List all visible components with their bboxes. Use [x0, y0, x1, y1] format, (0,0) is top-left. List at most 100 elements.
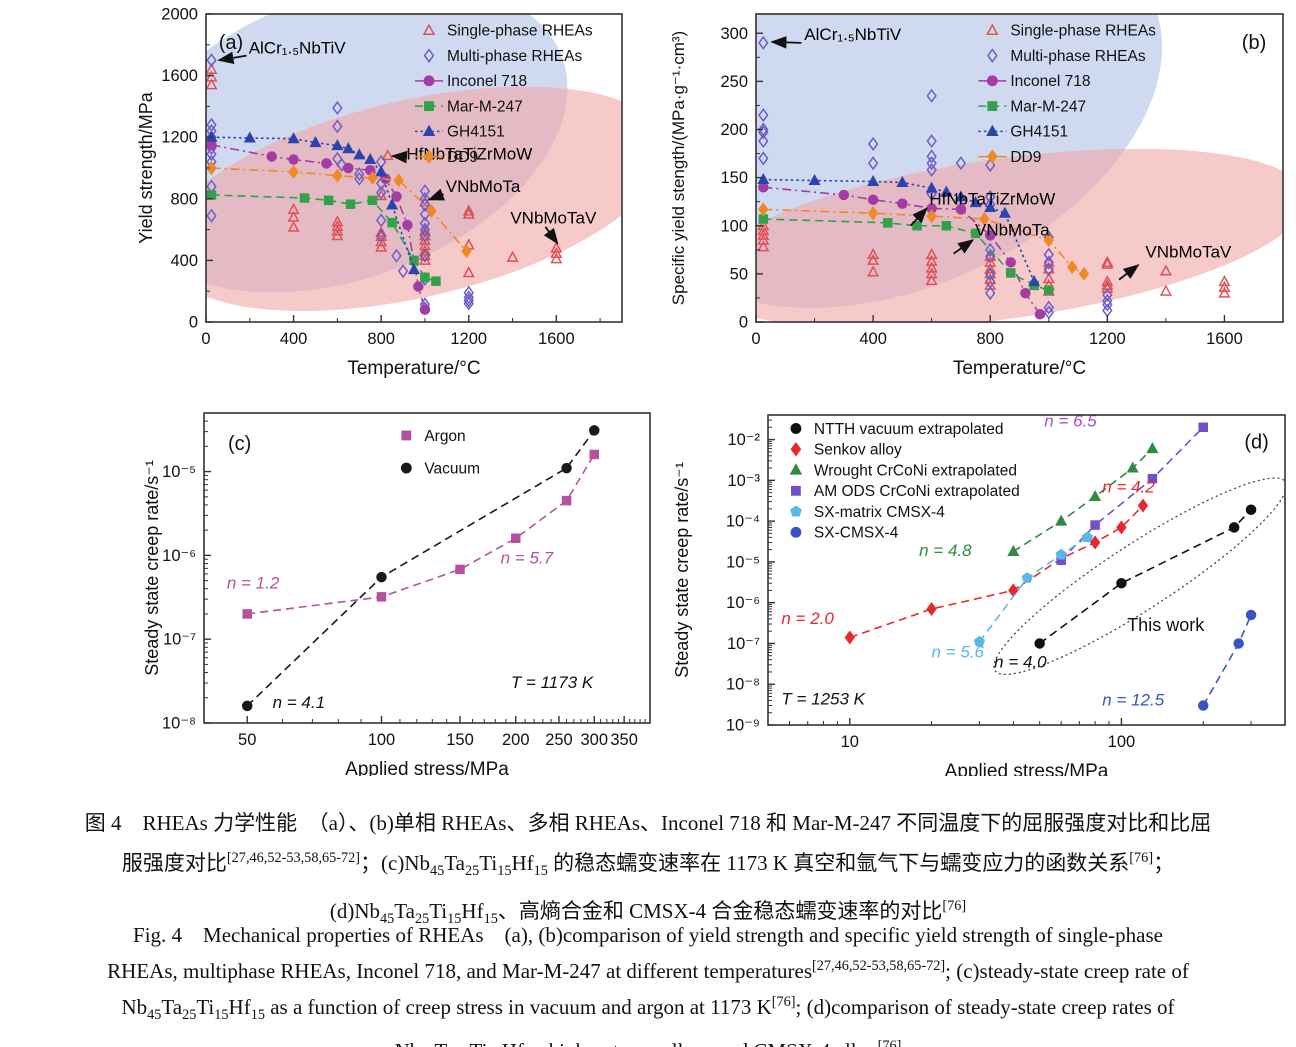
series-senkov-alloy	[844, 498, 1149, 645]
svg-text:10⁻⁶: 10⁻⁶	[726, 594, 760, 612]
annotation-text: VNbMoTa	[975, 220, 1050, 239]
annotation-arrow	[909, 207, 928, 227]
caption-zh-line1: 图 4 RHEAs 力学性能 （a）、(b)单相 RHEAs、多相 RHEAs、…	[84, 811, 1212, 835]
svg-text:0: 0	[201, 330, 210, 348]
svg-text:300: 300	[720, 25, 748, 43]
svg-text:200: 200	[502, 731, 530, 749]
svg-text:0: 0	[739, 314, 748, 332]
annotation-text: n = 5.7	[501, 549, 554, 568]
x-axis-label: Temperature/°C	[347, 358, 480, 379]
series-ntth-vacuum-extrapolated	[1034, 504, 1257, 649]
x-axis-label: Temperature/°C	[953, 358, 1086, 379]
shaded-region-2	[756, 148, 1283, 322]
legend-label: Argon	[424, 428, 465, 445]
series-sx-cmsx-4	[1197, 609, 1257, 711]
svg-text:1600: 1600	[538, 330, 575, 348]
svg-text:150: 150	[446, 731, 474, 749]
legend: Single-phase RHEAs Multi-phase RHEAs Incon…	[978, 23, 1156, 166]
series-wrought-crconi-extrapolated	[1007, 442, 1159, 556]
svg-text:10⁻³: 10⁻³	[727, 472, 760, 490]
annotation-text: n = 5.6	[932, 643, 985, 662]
svg-text:1200: 1200	[450, 330, 487, 348]
svg-text:350: 350	[610, 731, 638, 749]
panel-label-a: (a)	[219, 32, 243, 54]
legend-label: Multi-phase RHEAs	[447, 48, 582, 65]
plot-area	[756, 14, 1283, 322]
series-am-ods-crconi-extrapolated	[1056, 422, 1208, 565]
panel-label-d: (d)	[1244, 432, 1268, 454]
annotation-text: n = 2.0	[781, 609, 834, 628]
svg-text:0: 0	[751, 330, 760, 348]
x-axis: 0 400 800 1200 1600	[201, 315, 601, 348]
legend-label: DD9	[447, 149, 478, 166]
caption-english: Fig. 4 Mechanical properties of RHEAs (a…	[0, 920, 1296, 1047]
annotation-arrow	[543, 226, 559, 245]
annotation-text: AlCr₁.₅NbTiV	[249, 38, 347, 57]
svg-text:10⁻⁶: 10⁻⁶	[162, 547, 196, 565]
legend-label: GH4151	[447, 124, 505, 141]
y-axis-label: Specific yield stength/(MPa·g⁻¹·cm³)	[669, 31, 688, 305]
legend-label: Wrought CrCoNi extrapolated	[814, 462, 1017, 479]
legend-label: Single-phase RHEAs	[1010, 23, 1156, 40]
annotation-arrow	[427, 188, 446, 201]
svg-text:10⁻⁷: 10⁻⁷	[163, 631, 196, 649]
svg-text:250: 250	[545, 731, 573, 749]
annotation-text: VNbMoTaV	[1145, 243, 1232, 262]
svg-text:300: 300	[581, 731, 609, 749]
legend-label: Mar-M-247	[447, 98, 523, 115]
svg-text:100: 100	[1108, 733, 1136, 751]
annotation-text: AlCr₁.₅NbTiV	[804, 25, 902, 44]
svg-text:10⁻⁸: 10⁻⁸	[726, 676, 760, 694]
svg-text:10⁻⁹: 10⁻⁹	[726, 717, 760, 735]
x-axis: 0 400 800 1200 1600	[751, 315, 1284, 348]
legend-label: Inconel 718	[447, 73, 527, 90]
legend-label: Multi-phase RHEAs	[1010, 48, 1145, 65]
svg-text:1200: 1200	[161, 129, 198, 147]
legend-label: Single-phase RHEAs	[447, 23, 593, 40]
annotation-arrow	[953, 239, 975, 255]
svg-text:2000: 2000	[161, 6, 198, 24]
x-axis-label: Applied stress/MPa	[945, 761, 1109, 776]
svg-text:400: 400	[280, 330, 308, 348]
svg-text:200: 200	[720, 121, 748, 139]
y-axis: 0 50 100 150 200 250 300	[720, 25, 763, 332]
svg-text:150: 150	[720, 169, 748, 187]
svg-text:800: 800	[367, 330, 395, 348]
y-axis-label: Steady state creep rate/s⁻¹	[672, 462, 692, 678]
caption-en-line4: Nb45Ta25Ti15Hf15, high-entropy alloys an…	[395, 1038, 902, 1047]
legend-label: Vacuum	[424, 460, 480, 477]
annotation-text: n = 1.2	[227, 574, 280, 593]
legend: Single-phase RHEAs Multi-phase RHEAs Incon…	[415, 23, 593, 166]
y-axis-label: Steady state creep rate/s⁻¹	[142, 460, 162, 676]
svg-text:250: 250	[720, 73, 748, 91]
legend-label: SX-CMSX-4	[814, 525, 899, 542]
svg-text:400: 400	[170, 252, 198, 270]
legend-label: Senkov alloy	[814, 442, 902, 459]
svg-text:100: 100	[720, 217, 748, 235]
annotation-text: n = 4.8	[919, 541, 972, 560]
caption-zh-line2: 服强度对比[27,46,52-53,58,65-72]；(c)Nb45Ta25T…	[121, 850, 1175, 880]
legend-label: AM ODS CrCoNi extrapolated	[814, 483, 1020, 500]
svg-text:10⁻²: 10⁻²	[727, 431, 760, 449]
panel-label-b: (b)	[1242, 32, 1266, 54]
svg-text:10⁻⁸: 10⁻⁸	[162, 715, 196, 733]
svg-text:50: 50	[730, 265, 748, 283]
annotation-text: This work	[1127, 615, 1205, 635]
y-axis: 10⁻⁸ 10⁻⁷ 10⁻⁶ 10⁻⁵	[162, 420, 211, 733]
svg-text:1200: 1200	[1089, 330, 1126, 348]
shaded-region-1	[993, 477, 1285, 676]
x-axis-label: Applied stress/MPa	[345, 759, 509, 776]
svg-text:800: 800	[170, 190, 198, 208]
caption-chinese: 图 4 RHEAs 力学性能 （a）、(b)单相 RHEAs、多相 RHEAs、…	[0, 806, 1296, 937]
series-vacuum	[241, 425, 600, 712]
plot-area	[844, 422, 1285, 711]
series-dd9	[206, 160, 472, 259]
caption-en-line2: RHEAs, multiphase RHEAs, Inconel 718, an…	[107, 958, 1189, 983]
annotation-arrow	[217, 51, 247, 65]
svg-text:50: 50	[238, 731, 256, 749]
svg-text:0: 0	[189, 314, 198, 332]
caption-zh-line3: (d)Nb45Ta25Ti15Hf15、高熵合金和 CMSX-4 合金稳态蠕变速…	[329, 898, 967, 928]
svg-text:400: 400	[859, 330, 887, 348]
annotation-text: n = 4.0	[994, 652, 1047, 671]
annotation-text: n = 4.2	[1102, 478, 1155, 497]
